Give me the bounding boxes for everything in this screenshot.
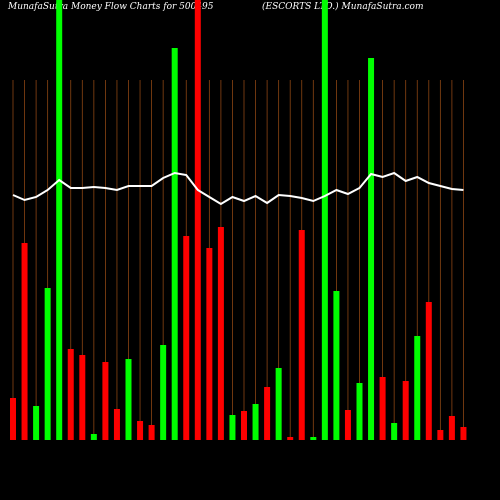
bar [437,430,444,440]
bar [137,421,144,440]
bar [241,411,247,440]
bar [183,236,190,440]
bar [287,437,294,440]
bars [10,0,467,440]
bar [333,291,340,440]
bar [344,410,351,440]
bar [21,243,28,440]
bar [33,406,40,440]
bar [391,423,398,440]
bar [402,381,409,440]
bar [217,227,224,440]
bar [368,58,375,440]
bar [113,409,120,440]
money-flow-line [12,171,464,206]
bar [67,349,74,440]
bar [171,48,178,440]
bar [206,248,213,440]
chart-subtitle: (ESCORTS LTD.) MunafaSutra.com [262,1,424,12]
bar [448,416,455,440]
bar [102,362,109,440]
bar [414,336,421,440]
bar [160,345,167,440]
bar [460,427,467,440]
chart-title: MunafaSutra Money Flow Charts for 500495 [7,2,214,12]
bar [321,0,328,440]
bar [252,404,259,440]
bar [148,425,155,440]
bar [44,288,51,440]
bar [79,355,86,440]
bar [275,368,282,440]
bar [425,302,432,440]
bar [264,387,271,440]
bar [310,437,317,440]
bar [56,0,63,440]
line-layer [12,171,464,206]
bar [10,398,16,440]
bar [356,383,363,440]
bar [379,377,386,440]
bar [194,0,201,440]
bar [125,359,132,440]
bar [90,434,97,440]
bar [298,230,305,440]
bar [229,415,236,440]
